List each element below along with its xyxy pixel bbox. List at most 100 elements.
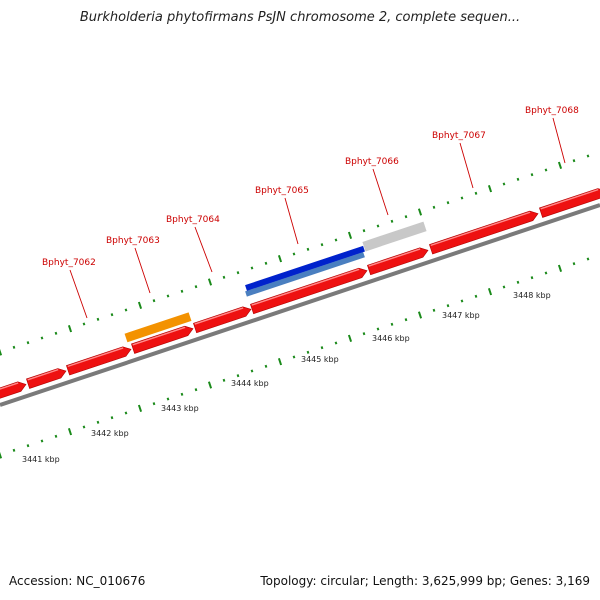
minor-tick [152, 402, 156, 406]
minor-tick [236, 374, 240, 378]
forward-gene-arrow-icon [66, 346, 132, 376]
major-tick [207, 278, 213, 286]
minor-tick [390, 219, 394, 223]
minor-tick [82, 322, 86, 326]
minor-tick [432, 205, 436, 209]
gene-label[interactable]: Bphyt_7067 [432, 131, 486, 141]
minor-tick [110, 313, 114, 317]
minor-tick [194, 285, 198, 289]
gene-highlight [251, 268, 360, 306]
minor-tick [306, 350, 310, 354]
minor-tick [180, 392, 184, 396]
gene-highlight [132, 326, 186, 346]
scale-label: 3445 kbp [301, 355, 339, 364]
blue-feature[interactable] [245, 245, 365, 291]
gene-highlight [194, 307, 244, 325]
minor-tick [362, 332, 366, 336]
major-tick [0, 451, 3, 459]
scale-label: 3448 kbp [513, 291, 551, 300]
minor-tick [54, 331, 58, 335]
feature-bar [124, 312, 192, 343]
gene-label[interactable]: Bphyt_7062 [42, 258, 96, 268]
minor-tick [474, 191, 478, 195]
minor-tick [306, 247, 310, 251]
minor-tick [376, 224, 380, 228]
gene-highlight [0, 382, 19, 392]
gene-arrow[interactable] [367, 246, 429, 276]
minor-tick [516, 177, 520, 181]
leader-line [69, 269, 88, 319]
minor-tick [124, 411, 128, 415]
gene-highlight [67, 347, 124, 368]
gene-label[interactable]: Bphyt_7068 [525, 106, 579, 116]
minor-tick [586, 257, 590, 261]
minor-tick [544, 168, 548, 172]
minor-tick [530, 173, 534, 177]
steel-feature[interactable] [245, 252, 365, 297]
upper-tick-track [0, 154, 590, 356]
minor-tick [460, 196, 464, 200]
gene-label[interactable]: Bphyt_7063 [106, 236, 160, 246]
scale-label: 3446 kbp [372, 334, 410, 343]
chromosome-backbone [0, 203, 600, 407]
gene-arrow[interactable] [66, 345, 132, 376]
gene-arrow[interactable] [250, 266, 368, 315]
gene-arrow[interactable] [0, 380, 28, 400]
minor-tick [404, 215, 408, 219]
minor-tick [166, 397, 170, 401]
minor-tick [40, 336, 44, 340]
forward-gene-arrow-icon [131, 325, 194, 354]
minor-tick [292, 252, 296, 256]
gene-arrow[interactable] [131, 324, 194, 354]
minor-tick [334, 238, 338, 242]
feature-bar [362, 221, 427, 252]
gene-highlight [368, 248, 421, 267]
scale-label: 3444 kbp [231, 379, 269, 388]
minor-tick [12, 448, 16, 452]
scale-label: 3447 kbp [442, 311, 480, 320]
minor-tick [40, 439, 44, 443]
minor-tick [152, 299, 156, 303]
gene-arrow[interactable] [429, 209, 539, 255]
minor-tick [516, 280, 520, 284]
orange-feature[interactable] [124, 312, 192, 343]
minor-tick [222, 275, 226, 279]
gene-arrow[interactable] [539, 186, 600, 218]
minor-tick [82, 425, 86, 429]
minor-tick [586, 154, 590, 158]
forward-gene-arrow-icon [429, 210, 539, 255]
minor-tick [572, 262, 576, 266]
gene-label[interactable]: Bphyt_7066 [345, 157, 399, 167]
minor-tick [404, 318, 408, 322]
minor-tick [502, 285, 506, 289]
grey-feature[interactable] [362, 221, 427, 252]
minor-tick [432, 308, 436, 312]
gene-label[interactable]: Bphyt_7065 [255, 186, 309, 196]
minor-tick [446, 201, 450, 205]
major-tick [417, 208, 423, 216]
leader-line [459, 142, 474, 189]
lower-tick-track [0, 257, 590, 459]
minor-tick [222, 378, 226, 382]
gene-label[interactable]: Bphyt_7064 [166, 215, 220, 225]
feature-bar [245, 252, 365, 297]
forward-gene-arrow-icon [0, 381, 27, 400]
major-tick [277, 254, 283, 263]
leader-line [134, 247, 151, 294]
leader-line [372, 168, 389, 216]
leader-line [194, 226, 213, 273]
minor-tick [12, 345, 16, 349]
gene-arrow[interactable] [26, 366, 67, 389]
minor-tick [180, 289, 184, 293]
gene-arrow[interactable] [193, 305, 252, 334]
forward-gene-arrow-icon [26, 368, 67, 389]
minor-tick [236, 271, 240, 275]
forward-gene-arrow-icon [539, 188, 600, 218]
gene-highlight [430, 211, 531, 247]
scale-label: 3441 kbp [22, 455, 60, 464]
minor-tick [264, 261, 268, 265]
minor-tick [264, 364, 268, 368]
map-title: Burkholderia phytofirmans PsJN chromosom… [79, 10, 521, 25]
leader-line [552, 117, 566, 164]
